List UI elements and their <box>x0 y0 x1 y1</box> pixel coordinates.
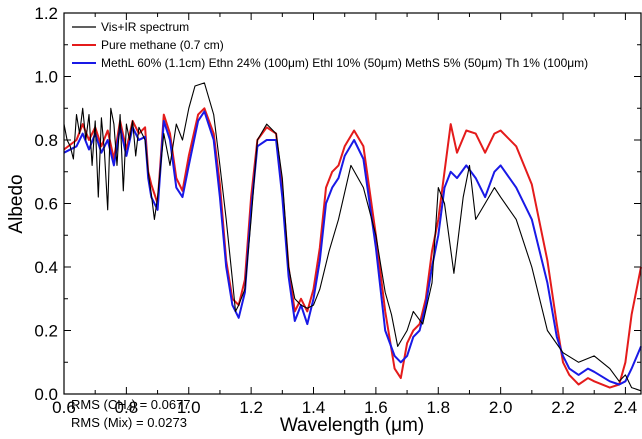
x-tick-label: 1.8 <box>426 398 450 417</box>
x-tick-label: 2.0 <box>489 398 513 417</box>
legend: Vis+IR spectrum Pure methane (0.7 cm) Me… <box>72 20 588 70</box>
y-tick-label: 1.2 <box>34 4 58 23</box>
legend-label-vis-ir: Vis+IR spectrum <box>101 20 189 34</box>
x-tick-label: 1.4 <box>302 398 326 417</box>
series-line-vis-ir <box>63 82 642 392</box>
y-tick-label: 0.0 <box>34 385 58 404</box>
y-tick-label: 0.2 <box>34 322 58 341</box>
x-tick-label: 1.6 <box>364 398 388 417</box>
legend-label-mixture: MethL 60% (1.1cm) Ethn 24% (100μm) Ethl … <box>101 56 588 70</box>
axis-ticks <box>63 12 641 395</box>
y-tick-label: 1.0 <box>34 68 58 87</box>
series-line-mixture <box>63 110 642 386</box>
x-tick-labels: 0.6 0.8 1.0 1.2 1.4 1.6 1.8 2.0 2.2 2.4 <box>52 398 637 417</box>
y-tick-label: 0.4 <box>34 258 58 277</box>
y-tick-label: 0.8 <box>34 131 58 150</box>
rms-ch4-annotation: RMS (CH4) = 0.0677 <box>71 397 191 413</box>
y-tick-labels: 0.0 0.2 0.4 0.6 0.8 1.0 1.2 <box>34 4 58 404</box>
x-axis-title: Wavelength (μm) <box>280 415 424 436</box>
y-tick-label: 0.6 <box>34 195 58 214</box>
x-tick-label: 0.6 <box>52 398 76 417</box>
series-lines <box>63 82 642 392</box>
x-tick-label: 2.2 <box>551 398 575 417</box>
legend-label-pure-methane: Pure methane (0.7 cm) <box>101 38 224 52</box>
y-axis-title: Albedo <box>6 174 27 233</box>
x-tick-label: 2.4 <box>614 398 638 417</box>
x-tick-label: 1.0 <box>177 398 201 417</box>
series-line-pure-methane <box>63 107 642 389</box>
x-tick-label: 1.2 <box>239 398 263 417</box>
plot-frame <box>63 12 642 395</box>
rms-mix-annotation: RMS (Mix) = 0.0273 <box>71 415 187 430</box>
x-tick-label: 0.8 <box>115 398 139 417</box>
